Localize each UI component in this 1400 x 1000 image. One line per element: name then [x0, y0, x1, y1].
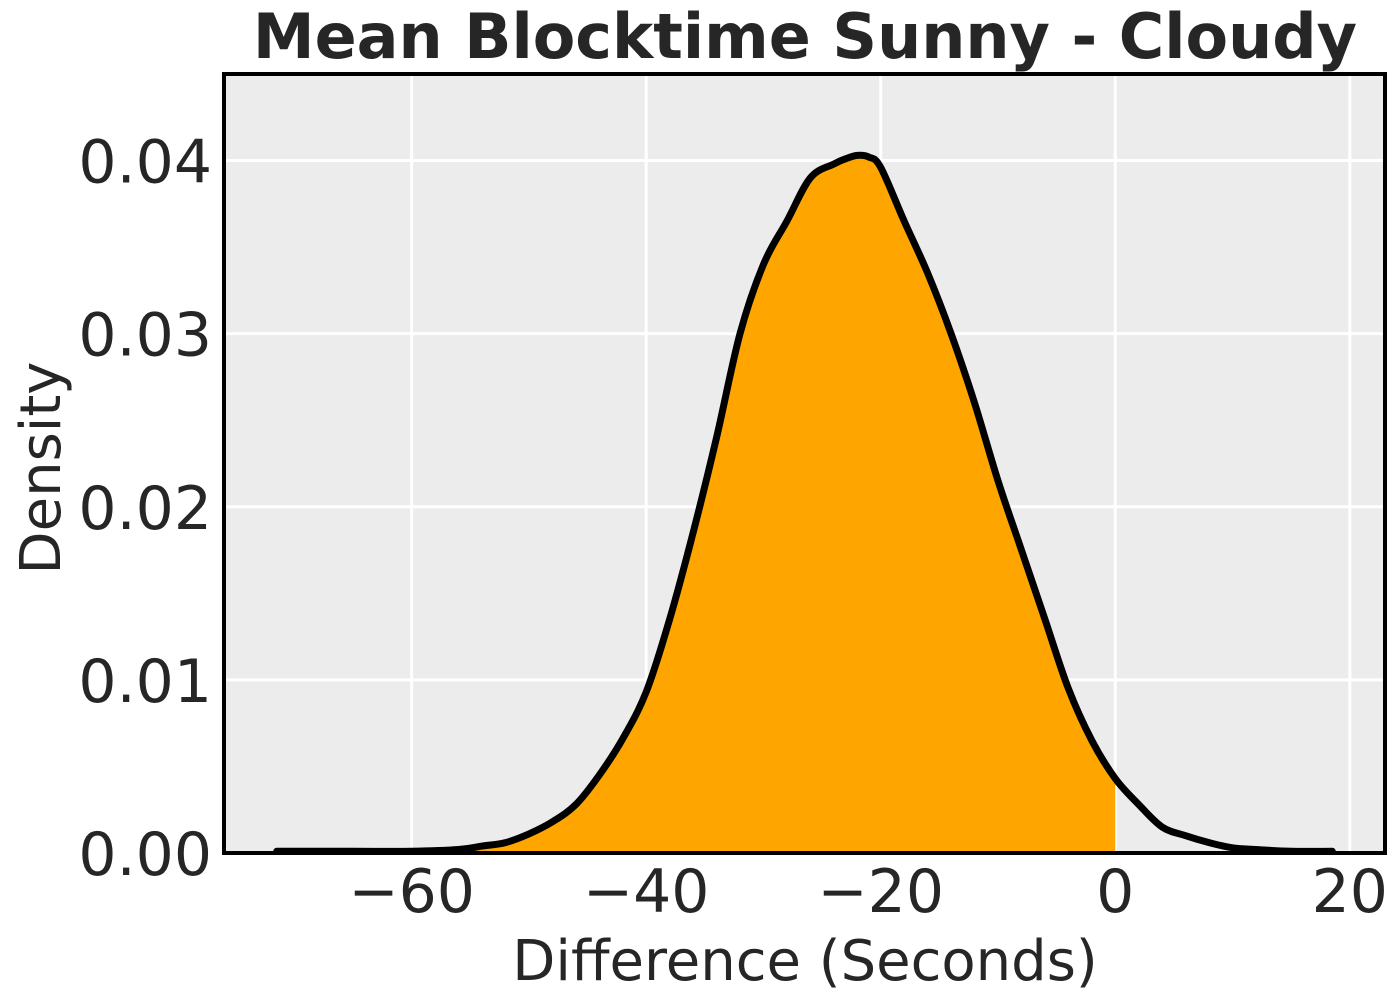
y-tick-label: 0.00: [78, 820, 212, 890]
x-axis-label: Difference (Seconds): [512, 929, 1097, 994]
chart-title: Mean Blocktime Sunny - Cloudy: [253, 0, 1357, 73]
y-axis-label: Density: [9, 362, 74, 575]
plot-frame: [222, 72, 1387, 855]
x-tick-label: 20: [1312, 857, 1388, 927]
y-tick-label: 0.01: [78, 647, 212, 717]
x-tick-label: −20: [817, 857, 944, 927]
x-tick-label: 0: [1096, 857, 1134, 927]
y-tick-label: 0.02: [78, 474, 212, 544]
x-tick-label: −60: [348, 857, 475, 927]
y-tick-label: 0.03: [78, 301, 212, 371]
y-tick-labels: 0.00 0.01 0.02 0.03 0.04: [78, 128, 212, 890]
density-line: [273, 151, 1336, 855]
y-tick-label: 0.04: [78, 128, 212, 198]
x-tick-label: −40: [583, 857, 710, 927]
density-fill: [276, 155, 1116, 853]
x-tick-labels: −60 −40 −20 0 20: [348, 857, 1388, 927]
